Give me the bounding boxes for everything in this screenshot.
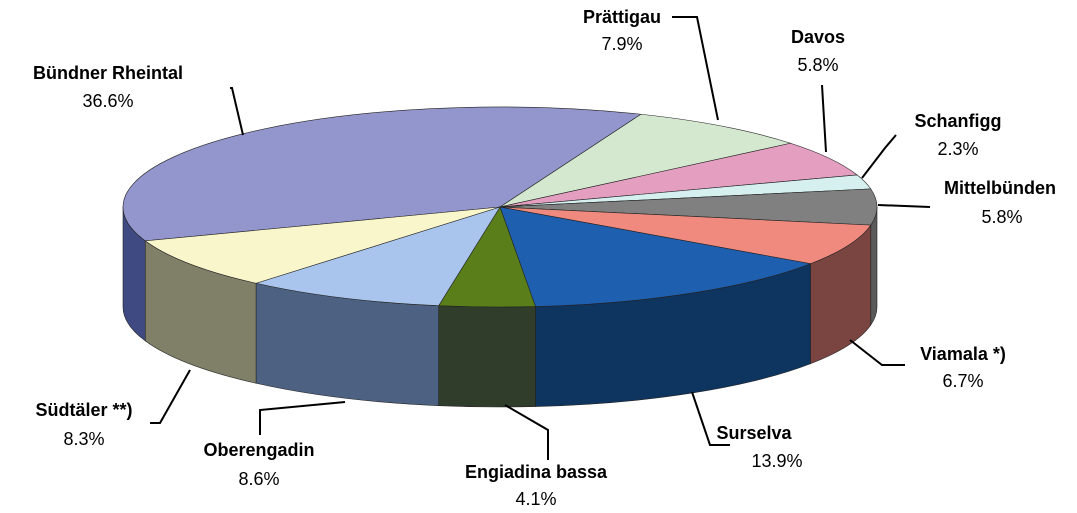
pie-slice (254, 206, 501, 306)
value-label: 8.3% (63, 429, 104, 449)
leader-line (504, 404, 549, 460)
leader-line (230, 87, 244, 136)
slice-label: Prättigau (583, 7, 661, 27)
leader-line (821, 84, 827, 153)
leader-line (691, 391, 730, 446)
pie-slice (499, 113, 792, 208)
leader-line (861, 134, 897, 179)
pie-slice (122, 106, 642, 242)
value-label: 5.8% (797, 55, 838, 75)
value-label: 36.6% (82, 91, 133, 111)
value-label: 13.9% (751, 451, 802, 471)
pie-side (438, 305, 536, 408)
pie-slice (499, 188, 878, 226)
leader-line (877, 204, 931, 208)
pie-slice (499, 206, 872, 265)
pie (122, 106, 878, 408)
value-label: 4.1% (515, 489, 556, 509)
value-label: 8.6% (238, 469, 279, 489)
leader-line (259, 401, 346, 435)
leader-line (849, 339, 905, 366)
slice-label: Davos (791, 27, 845, 47)
slice-label: Engiadina bassa (465, 462, 608, 482)
slice-label: Mittelbünden (944, 178, 1056, 198)
pie-slice (144, 206, 501, 284)
value-label: 5.8% (981, 207, 1022, 227)
pie-slice (499, 142, 858, 208)
value-label: 7.9% (601, 34, 642, 54)
slice-label: Surselva (716, 423, 792, 443)
slice-label: Oberengadin (203, 440, 314, 460)
pie-slice (499, 206, 812, 307)
leader-line (672, 16, 719, 121)
value-label: 2.3% (937, 139, 978, 159)
slice-label: Bündner Rheintal (33, 63, 183, 83)
pie-side (870, 206, 878, 327)
leader-line (150, 369, 191, 424)
slice-label: Südtäler **) (35, 400, 132, 420)
leader-lines (150, 16, 931, 460)
slice-label: Viamala *) (920, 344, 1006, 364)
slice-label: Schanfigg (914, 111, 1001, 131)
value-label: 6.7% (942, 371, 983, 391)
